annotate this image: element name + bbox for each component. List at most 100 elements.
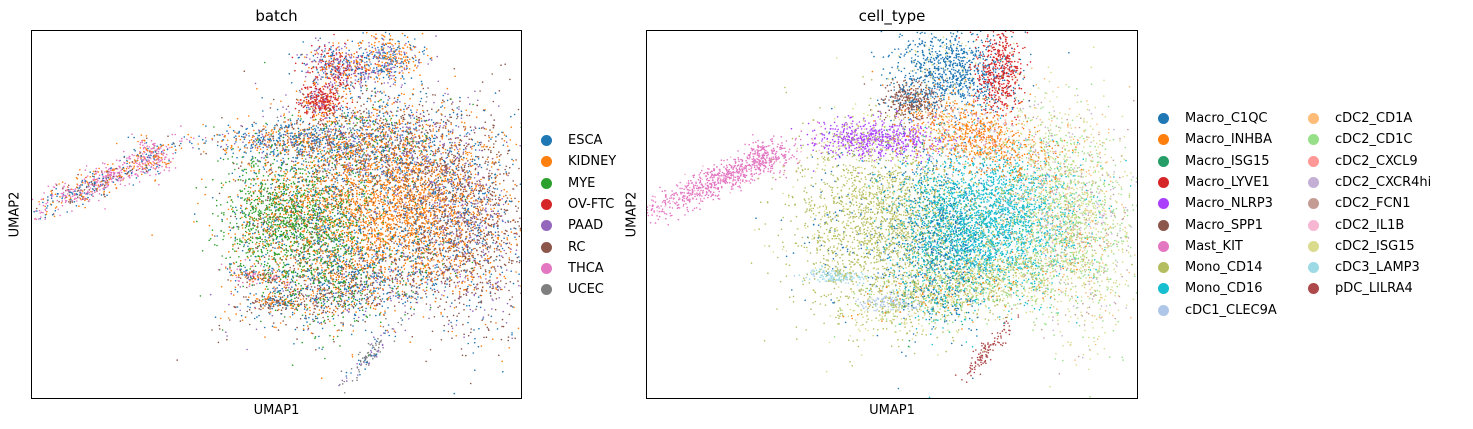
scatter-point bbox=[38, 203, 41, 206]
scatter-point bbox=[395, 223, 398, 226]
scatter-point bbox=[248, 283, 251, 285]
scatter-point bbox=[294, 142, 297, 145]
scatter-point bbox=[190, 136, 192, 139]
scatter-point bbox=[145, 164, 147, 166]
scatter-point bbox=[153, 162, 155, 164]
scatter-point bbox=[314, 87, 317, 90]
scatter-point bbox=[271, 301, 273, 304]
scatter-point bbox=[265, 146, 268, 148]
scatter-point bbox=[305, 56, 308, 59]
scatter-point bbox=[51, 195, 53, 198]
scatter-point bbox=[393, 71, 396, 73]
scatter-point bbox=[114, 183, 116, 186]
scatter-point bbox=[314, 85, 317, 88]
scatter-point bbox=[429, 260, 431, 262]
scatter-point bbox=[100, 194, 103, 196]
scatter-point bbox=[46, 207, 48, 209]
scatter-point bbox=[270, 282, 273, 284]
scatter-point bbox=[227, 132, 230, 135]
scatter-point bbox=[351, 82, 353, 84]
scatter-point bbox=[510, 126, 513, 128]
scatter-point bbox=[390, 61, 392, 63]
scatter-point bbox=[360, 46, 362, 49]
scatter-point bbox=[394, 42, 397, 45]
scatter-point bbox=[401, 32, 404, 35]
scatter-point bbox=[289, 137, 292, 140]
scatter-point bbox=[112, 163, 114, 165]
scatter-point bbox=[331, 85, 334, 87]
scatter-point bbox=[139, 147, 142, 149]
scatter-point bbox=[344, 43, 347, 45]
scatter-point bbox=[225, 152, 228, 154]
scatter-point bbox=[155, 167, 158, 169]
scatter-point bbox=[293, 303, 296, 306]
scatter-point bbox=[382, 217, 385, 220]
scatter-point bbox=[442, 234, 444, 236]
scatter-point bbox=[71, 199, 73, 202]
scatter-point bbox=[270, 244, 272, 246]
scatter-point bbox=[342, 69, 345, 72]
scatter-point bbox=[336, 164, 338, 166]
scatter-point bbox=[76, 183, 78, 185]
scatter-point bbox=[403, 67, 406, 69]
scatter-point bbox=[427, 235, 430, 237]
scatter-point bbox=[106, 179, 108, 182]
scatter-point bbox=[150, 139, 153, 142]
scatter-point bbox=[119, 180, 122, 182]
scatter-point bbox=[436, 204, 439, 207]
scatter-point bbox=[406, 197, 409, 200]
scatter-point bbox=[311, 100, 313, 103]
scatter-point bbox=[150, 162, 152, 165]
scatter-point bbox=[322, 99, 324, 101]
scatter-point bbox=[112, 171, 115, 174]
scatter-point bbox=[88, 191, 91, 194]
scatter-point bbox=[289, 119, 292, 122]
scatter-point bbox=[407, 41, 410, 43]
scatter-point bbox=[254, 299, 257, 302]
scatter-point bbox=[236, 268, 238, 270]
scatter-point bbox=[332, 93, 335, 95]
scatter-point bbox=[272, 135, 274, 138]
scatter-point bbox=[232, 129, 235, 132]
scatter-point bbox=[367, 342, 370, 345]
scatter-point bbox=[277, 137, 280, 139]
scatter-point bbox=[454, 75, 456, 78]
scatter-point bbox=[430, 57, 433, 59]
scatter-point bbox=[324, 68, 327, 70]
scatter-point bbox=[239, 277, 242, 279]
scatter-point bbox=[319, 108, 322, 110]
scatter-point bbox=[391, 161, 393, 164]
scatter-point bbox=[81, 179, 84, 182]
scatter-point bbox=[421, 204, 423, 207]
scatter-point bbox=[159, 143, 162, 146]
scatter-point bbox=[385, 65, 388, 67]
scatter-point bbox=[382, 165, 384, 167]
scatter-point bbox=[89, 187, 92, 189]
scatter-point bbox=[359, 73, 362, 75]
scatter-point bbox=[287, 294, 289, 297]
scatter-point bbox=[423, 46, 426, 48]
scatter-point bbox=[390, 56, 392, 58]
scatter-point bbox=[385, 61, 387, 64]
scatter-point bbox=[342, 186, 345, 188]
scatter-point bbox=[358, 369, 360, 371]
scatter-point bbox=[421, 172, 423, 174]
scatter-point bbox=[98, 177, 101, 180]
scatter-point bbox=[319, 66, 322, 69]
scatter-point bbox=[268, 305, 270, 307]
scatter-point bbox=[386, 175, 389, 178]
scatter-point bbox=[369, 69, 371, 71]
scatter-point bbox=[374, 338, 376, 341]
scatter-point bbox=[205, 125, 207, 127]
scatter-point bbox=[329, 56, 332, 58]
scatter-point bbox=[384, 329, 387, 332]
scatter-point bbox=[411, 49, 413, 51]
scatter-point bbox=[360, 89, 362, 92]
scatter-point bbox=[380, 240, 382, 243]
scatter-point bbox=[373, 67, 375, 69]
scatter-point bbox=[126, 157, 128, 159]
scatter-point bbox=[348, 69, 350, 72]
scatter-point bbox=[443, 219, 445, 222]
scatter-point bbox=[248, 285, 251, 287]
scatter-point bbox=[157, 161, 159, 164]
